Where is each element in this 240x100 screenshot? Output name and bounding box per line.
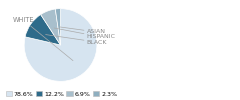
Wedge shape [41, 9, 60, 45]
Text: WHITE: WHITE [13, 17, 73, 61]
Wedge shape [24, 9, 97, 81]
Wedge shape [55, 9, 60, 45]
Text: HISPANIC: HISPANIC [54, 28, 116, 40]
Text: BLACK: BLACK [46, 35, 107, 45]
Text: ASIAN: ASIAN [59, 27, 106, 34]
Legend: 78.6%, 12.2%, 6.9%, 2.3%: 78.6%, 12.2%, 6.9%, 2.3% [6, 91, 117, 97]
Wedge shape [25, 14, 60, 45]
